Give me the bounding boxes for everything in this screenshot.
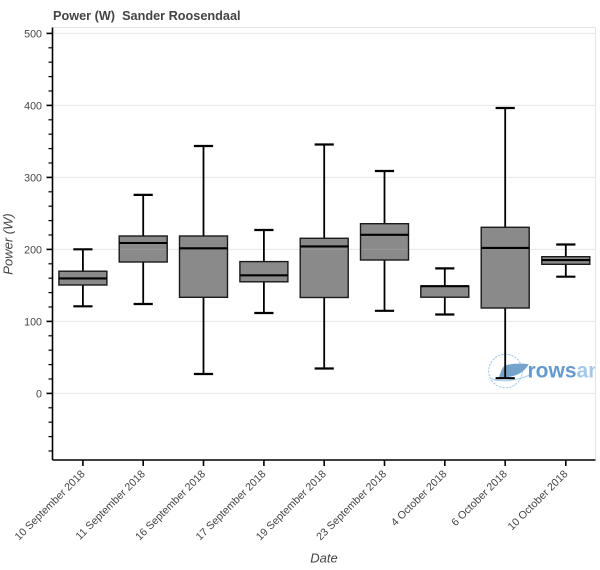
svg-text:Power (W) Sander Roosendaal: Power (W) Sander Roosendaal [53,9,241,23]
svg-text:200: 200 [24,244,42,256]
svg-text:500: 500 [24,28,42,40]
svg-text:0: 0 [36,388,42,400]
svg-text:Date: Date [310,551,337,566]
svg-text:400: 400 [24,100,42,112]
svg-text:Power (W): Power (W) [1,213,16,274]
svg-text:rowsandall: rowsandall [528,359,600,382]
svg-text:100: 100 [24,316,42,328]
svg-text:300: 300 [24,172,42,184]
